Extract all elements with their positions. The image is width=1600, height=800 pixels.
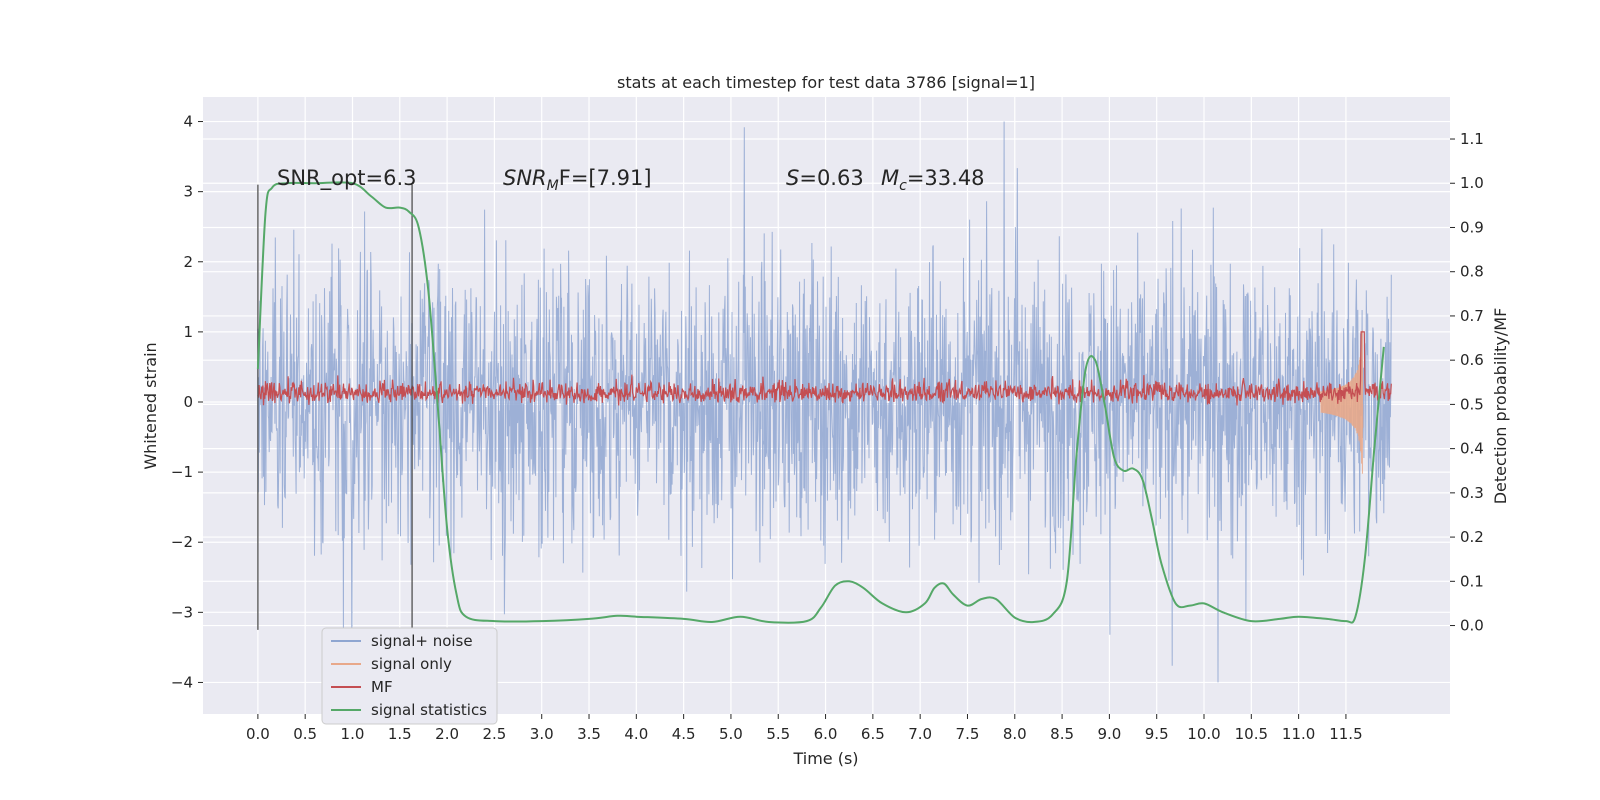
y2-axis-label: Detection probability/MF (1491, 308, 1510, 505)
x-tick-label: 4.0 (624, 725, 648, 743)
x-tick-label: 6.5 (861, 725, 885, 743)
y-tick-label: 2 (183, 253, 193, 271)
vertical-markers (257, 184, 413, 630)
y-tick-label: −3 (171, 603, 193, 621)
y2-tick-labels: 0.0 0.1 0.2 0.3 0.4 0.5 0.6 0.7 0.8 0.9 1.0 1.1 (1450, 130, 1484, 635)
y2-tick-label: 0.2 (1460, 528, 1484, 546)
legend-box (321, 627, 498, 725)
x-tick-label: 5.5 (766, 725, 790, 743)
x-tick-label: 3.5 (577, 725, 601, 743)
mc-sub: c (899, 178, 907, 194)
y2-tick-label: 0.5 (1460, 395, 1484, 413)
x-tick-label: 1.5 (388, 725, 412, 743)
y-tick-label: 3 (183, 183, 193, 201)
y2-tick-label: 0.3 (1460, 484, 1484, 502)
x-tick-label: 10.0 (1187, 725, 1220, 743)
signal-statistics-line (256, 181, 1385, 624)
x-tick-label: 0.0 (246, 725, 270, 743)
y-tick-label: 0 (183, 393, 193, 411)
y2-tick-label: 0.8 (1460, 263, 1484, 281)
x-tick-label: 8.0 (1003, 725, 1027, 743)
x-tick-label: 1.0 (341, 725, 365, 743)
x-tick-label: 0.5 (293, 725, 317, 743)
x-axis-label: Time (s) (792, 749, 858, 768)
y2-tick-label: 0.1 (1460, 572, 1484, 590)
x-tick-label: 2.0 (435, 725, 459, 743)
y2-tick-label: 0.9 (1460, 218, 1484, 236)
x-tick-label: 3.0 (530, 725, 554, 743)
x-tick-label: 4.5 (672, 725, 696, 743)
x-tick-label: 9.5 (1145, 725, 1169, 743)
x-tick-label: 8.5 (1050, 725, 1074, 743)
x-tick-label: 11.0 (1282, 725, 1315, 743)
y-tick-labels: −4 −3 −2 −1 0 1 2 3 4 (171, 113, 203, 691)
y2-tick-label: 0.6 (1460, 351, 1484, 369)
x-tick-label: 2.5 (482, 725, 506, 743)
s-rest: =0.63 (799, 166, 863, 190)
annotation-mc: Mc=33.48 (881, 166, 985, 194)
x-tick-label: 5.0 (719, 725, 743, 743)
mc-rest: =33.48 (907, 166, 985, 190)
annotation-snr-mf: SNRMF=[7.91] (503, 166, 652, 194)
y2-tick-label: 0.0 (1460, 617, 1484, 635)
mc-main: M (881, 166, 899, 190)
mf-series (257, 331, 1392, 406)
y2-tick-label: 0.7 (1460, 307, 1484, 325)
snr-mf-sub: M (547, 178, 559, 194)
y-axis-label: Whitened strain (141, 342, 160, 469)
legend-label-signal-only: signal only (371, 655, 452, 673)
signal-statistics-series (256, 181, 1385, 624)
x-tick-label: 6.0 (814, 725, 838, 743)
y2-tick-label: 0.4 (1460, 440, 1484, 458)
s-main: S (786, 166, 799, 190)
chart-title: stats at each timestep for test data 378… (617, 73, 1035, 92)
snr-mf-rest: F=[7.91] (559, 166, 652, 190)
y-tick-label: −2 (171, 533, 193, 551)
annotation-snr-opt: SNR_opt=6.3 (277, 166, 417, 191)
legend: signal+ noise signal only MF signal stat… (321, 627, 498, 725)
y-tick-label: 4 (183, 113, 193, 131)
y-tick-label: −1 (171, 463, 193, 481)
y2-tick-label: 1.0 (1460, 174, 1484, 192)
x-tick-label: 7.0 (908, 725, 932, 743)
x-tick-label: 9.0 (1097, 725, 1121, 743)
x-tick-labels: 0.0 0.5 1.0 1.5 2.0 2.5 3.0 3.5 4.0 4.5 5.0 5.5 6.0 6… (246, 714, 1363, 743)
y-tick-label: −4 (171, 673, 193, 691)
legend-label-signal-noise: signal+ noise (371, 632, 473, 650)
x-tick-label: 11.5 (1329, 725, 1362, 743)
snr-mf-main: SNR (503, 166, 547, 190)
legend-label-signal-statistics: signal statistics (371, 701, 487, 719)
y-tick-label: 1 (183, 323, 193, 341)
annotation-s: S=0.63 (786, 166, 864, 190)
y2-tick-label: 1.1 (1460, 130, 1484, 148)
mf-line (257, 331, 1392, 406)
legend-label-mf: MF (371, 678, 393, 696)
x-tick-label: 7.5 (956, 725, 980, 743)
x-tick-label: 10.5 (1235, 725, 1268, 743)
